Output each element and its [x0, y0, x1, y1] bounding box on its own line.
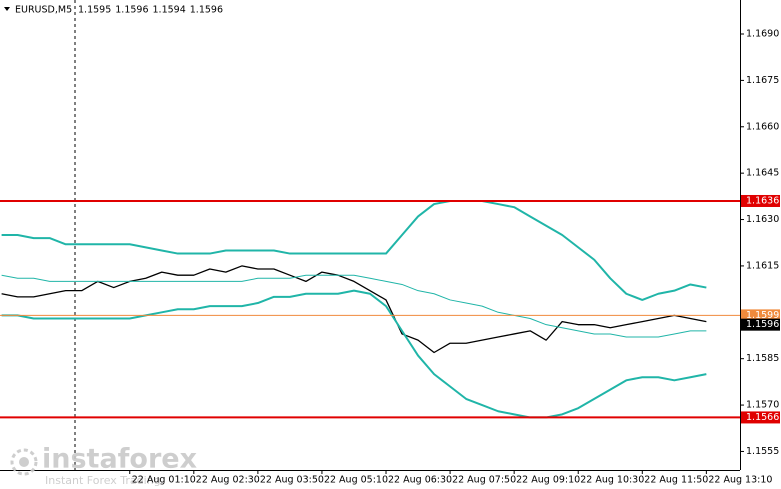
- level-label: 1.1636: [746, 195, 779, 206]
- series-line: [1, 289, 707, 419]
- level-label: 1.1596: [746, 319, 779, 330]
- level-label-bg: [741, 318, 780, 331]
- symbol-title: EURUSD,M5: [15, 5, 72, 16]
- tagline: Instant Forex Trading: [45, 474, 161, 487]
- x-tick-label: 22 Aug 10:30: [580, 475, 644, 486]
- y-tick-label: 1.1570: [746, 400, 779, 411]
- level-label-bg: [741, 411, 780, 424]
- x-tick-label: 22 Aug 13:10: [708, 475, 772, 486]
- header-value: 1.1595: [78, 5, 111, 16]
- x-tick-label: 22 Aug 11:50: [644, 475, 708, 486]
- x-tick-label: 22 Aug 06:30: [388, 475, 452, 486]
- series-line: [1, 199, 707, 301]
- y-tick-label: 1.1675: [746, 75, 779, 86]
- x-tick-label: 22 Aug 05:10: [324, 475, 388, 486]
- x-tick-label: 22 Aug 01:10: [132, 475, 196, 486]
- header-value: 1.1594: [153, 5, 186, 16]
- x-tick-label: 22 Aug 02:30: [196, 475, 260, 486]
- watermark: instaforex Instant Forex Trading: [10, 444, 197, 487]
- brand: instaforex: [42, 444, 197, 475]
- level-label-bg: [741, 309, 780, 322]
- series-line: [1, 274, 707, 338]
- y-tick-label: 1.1660: [746, 121, 779, 132]
- logo-core: [19, 457, 29, 467]
- x-tick-label: 22 Aug 09:10: [516, 475, 580, 486]
- header: EURUSD,M5 1.1595 1.1596 1.1594 1.1596: [15, 5, 223, 16]
- plot-area: [0, 0, 740, 470]
- x-tick-label: 22 Aug 07:50: [452, 475, 516, 486]
- level-label-bg: [741, 194, 780, 207]
- level-label: 1.1566: [746, 412, 779, 423]
- y-tick-label: 1.1645: [746, 168, 779, 179]
- menu-arrow: [4, 7, 10, 11]
- header-value: 1.1596: [115, 5, 148, 16]
- marks: [1, 199, 707, 419]
- y-tick-label: 1.1630: [746, 214, 779, 225]
- y-tick-label: 1.1690: [746, 29, 779, 40]
- logo: [10, 448, 38, 476]
- level-label: 1.1599: [746, 310, 779, 321]
- y-tick-label: 1.1615: [746, 260, 779, 271]
- series-line: [1, 265, 707, 354]
- header-value: 1.1596: [190, 5, 223, 16]
- x-tick-label: 22 Aug 03:50: [260, 475, 324, 486]
- y-tick-label: 1.1585: [746, 353, 779, 364]
- y-tick-label: 1.1555: [746, 446, 779, 457]
